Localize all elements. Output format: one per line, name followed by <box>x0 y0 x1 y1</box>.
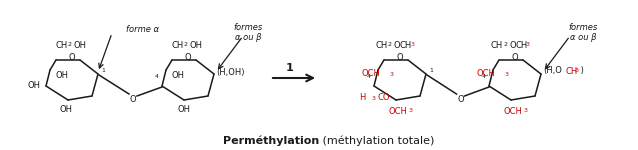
Text: 4: 4 <box>367 74 371 78</box>
Text: ): ) <box>578 66 584 75</box>
Text: O: O <box>397 54 403 63</box>
Text: 3: 3 <box>409 108 413 114</box>
Text: (méthylation totale): (méthylation totale) <box>319 136 434 146</box>
Text: α ou β: α ou β <box>570 33 597 42</box>
Text: 3: 3 <box>575 69 579 74</box>
Text: OH: OH <box>190 40 203 50</box>
Text: OH: OH <box>59 105 73 114</box>
Text: formes: formes <box>568 24 598 33</box>
Text: 1: 1 <box>429 69 433 74</box>
Text: OCH: OCH <box>361 69 380 78</box>
Text: CH: CH <box>376 40 388 50</box>
Text: 2: 2 <box>68 42 72 48</box>
Text: 3: 3 <box>524 108 528 114</box>
Text: 3: 3 <box>390 72 394 76</box>
Text: O: O <box>394 40 401 50</box>
Text: CH: CH <box>56 40 68 50</box>
Text: 3: 3 <box>411 42 415 48</box>
Text: CH: CH <box>515 40 527 50</box>
Text: 1: 1 <box>286 63 294 73</box>
Text: CO: CO <box>378 93 390 102</box>
Text: (H,OH): (H,OH) <box>216 68 244 76</box>
Text: 1: 1 <box>101 69 105 74</box>
Text: O: O <box>69 54 75 63</box>
Text: 3: 3 <box>372 96 376 100</box>
Text: O: O <box>130 94 137 103</box>
Text: α ou β: α ou β <box>235 33 261 42</box>
Text: 2: 2 <box>388 42 392 48</box>
Text: CH: CH <box>565 66 577 75</box>
Text: O: O <box>457 94 464 103</box>
Text: O: O <box>509 40 516 50</box>
Text: CH: CH <box>491 40 503 50</box>
Text: CH: CH <box>400 40 412 50</box>
Text: OCH: OCH <box>476 69 495 78</box>
Text: CH: CH <box>172 40 184 50</box>
Text: Perméthylation: Perméthylation <box>223 136 319 146</box>
Text: OCH: OCH <box>503 106 523 116</box>
Text: OH: OH <box>27 81 40 90</box>
Text: formes: formes <box>234 24 263 33</box>
Text: 2: 2 <box>503 42 507 48</box>
Text: H: H <box>360 93 366 102</box>
Text: 4: 4 <box>155 74 159 78</box>
Text: 3: 3 <box>526 42 530 48</box>
Text: 2: 2 <box>184 42 188 48</box>
Text: OH: OH <box>177 105 191 114</box>
Text: 3: 3 <box>505 72 509 76</box>
Text: O: O <box>184 54 191 63</box>
Text: OCH: OCH <box>389 106 408 116</box>
Text: 4: 4 <box>482 74 486 78</box>
Text: OH: OH <box>55 72 68 81</box>
Text: (H,O: (H,O <box>543 66 562 75</box>
Text: O: O <box>512 54 518 63</box>
Text: OH: OH <box>74 40 87 50</box>
Text: forme α: forme α <box>126 26 159 34</box>
Text: OH: OH <box>171 72 184 81</box>
